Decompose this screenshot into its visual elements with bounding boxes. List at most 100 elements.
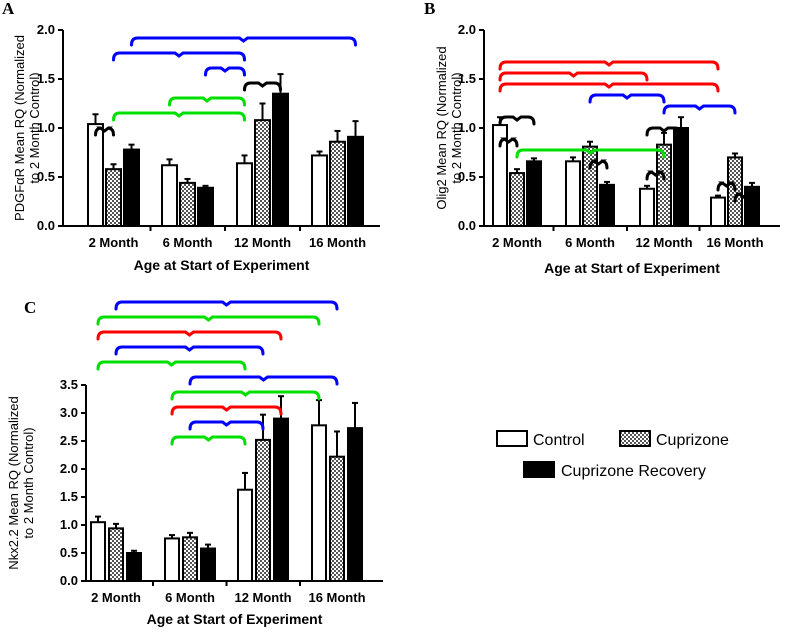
bar bbox=[90, 521, 106, 583]
y-tick-label: 1.5 bbox=[60, 489, 78, 504]
x-tick-label: 6 Month bbox=[565, 235, 615, 250]
significance-bracket bbox=[188, 375, 339, 386]
bar bbox=[237, 488, 253, 582]
significance-bracket bbox=[96, 315, 321, 326]
x-tick-label: 12 Month bbox=[635, 235, 692, 250]
bar bbox=[255, 438, 271, 582]
significance-bracket bbox=[498, 82, 720, 93]
bar bbox=[105, 168, 122, 228]
y-axis-title-line: Nkx2.2 Mean RQ (Normalized bbox=[6, 396, 21, 569]
y-tick-label: 2.0 bbox=[458, 22, 476, 37]
y-axis-title-line: to 2 Month Control) bbox=[449, 72, 464, 183]
significance-bracket bbox=[645, 126, 683, 137]
x-tick-label: 6 Month bbox=[163, 235, 213, 250]
y-axis-title: Nkx2.2 Mean RQ (Normalizedto 2 Month Con… bbox=[6, 396, 36, 569]
y-tick-label: 1.5 bbox=[37, 71, 55, 86]
bar bbox=[272, 92, 289, 227]
significance-bracket bbox=[498, 60, 720, 71]
significance-bracket bbox=[588, 93, 666, 104]
bar bbox=[582, 145, 598, 227]
bar bbox=[565, 160, 581, 228]
x-tick-label: 2 Month bbox=[91, 590, 141, 605]
legend-swatch-cuprizone bbox=[619, 430, 651, 447]
panel-letter: A bbox=[2, 0, 15, 18]
significance-bracket bbox=[96, 330, 283, 341]
chart-panel-a: A 0.0 0.5 1.0 1.5 2.0 2 Month 6 Month 12 Month 16… bbox=[2, 0, 380, 273]
significance-bracket bbox=[204, 66, 246, 77]
x-tick-label: 2 Month bbox=[89, 235, 139, 250]
x-tick-label: 12 Month bbox=[234, 590, 291, 605]
x-tick-label: 16 Month bbox=[706, 235, 763, 250]
significance-bracket bbox=[170, 435, 247, 446]
significance-bracket bbox=[662, 104, 737, 115]
significance-bracket bbox=[733, 192, 754, 203]
chart-panel-b: B 0.0 0.5 1.0 1.5 2.0 2 Month 6 Month 12 Month 16… bbox=[424, 0, 780, 276]
panel-letter: C bbox=[24, 298, 36, 317]
bar bbox=[727, 156, 743, 227]
bar bbox=[329, 140, 346, 227]
y-axis-title-line: to 2 Month Control) bbox=[21, 427, 36, 538]
y-tick-label: 0.0 bbox=[60, 573, 78, 588]
significance-bracket bbox=[716, 181, 737, 192]
bar bbox=[182, 536, 198, 583]
legend: Control Cuprizone Cuprizone Recovery bbox=[496, 430, 729, 480]
bar bbox=[87, 123, 104, 227]
x-axis-title: Age at Start of Experiment bbox=[544, 260, 720, 276]
chart-panel-c: C 0.0 0.5 1.0 1.5 2.0 2.5 3.0 3.5 2 Month 6 Month 1… bbox=[6, 298, 383, 627]
bar bbox=[164, 537, 180, 583]
bar bbox=[273, 417, 289, 582]
significance-bracket bbox=[112, 51, 246, 62]
x-axis-title: Age at Start of Experiment bbox=[134, 257, 310, 273]
x-tick-label: 6 Month bbox=[165, 590, 215, 605]
significance-bracket bbox=[243, 81, 282, 92]
bar bbox=[161, 164, 178, 228]
y-axis-title-line: PDGFαR Mean RQ (Normalized bbox=[12, 35, 27, 221]
bar bbox=[311, 424, 327, 582]
bar bbox=[639, 187, 655, 227]
panel-letter: B bbox=[424, 0, 435, 18]
bar bbox=[509, 172, 525, 227]
significance-bracket bbox=[498, 71, 649, 82]
y-axis-title-line: to 2 Month Control) bbox=[27, 72, 42, 183]
significance-bracket bbox=[645, 170, 666, 181]
bar bbox=[123, 148, 140, 227]
y-tick-label: 3.0 bbox=[60, 405, 78, 420]
y-tick-label: 1.5 bbox=[458, 71, 476, 86]
legend-label-control: Control bbox=[533, 432, 585, 449]
y-tick-label: 0.5 bbox=[458, 169, 476, 184]
x-axis-title: Age at Start of Experiment bbox=[147, 611, 323, 627]
significance-bracket bbox=[114, 300, 339, 311]
x-tick-label: 16 Month bbox=[309, 235, 366, 250]
bar bbox=[599, 183, 615, 227]
y-tick-label: 1.0 bbox=[60, 517, 78, 532]
bar bbox=[347, 135, 364, 228]
x-tick-label: 2 Month bbox=[492, 235, 542, 250]
y-tick-label: 0.0 bbox=[37, 218, 55, 233]
y-tick-label: 1.0 bbox=[37, 120, 55, 135]
significance-bracket bbox=[498, 115, 536, 126]
y-tick-label: 2.0 bbox=[60, 461, 78, 476]
y-tick-label: 3.5 bbox=[60, 377, 78, 392]
bar bbox=[197, 186, 214, 227]
bar bbox=[526, 160, 542, 228]
significance-bracket bbox=[170, 390, 321, 401]
legend-label-cuprizone: Cuprizone bbox=[656, 432, 729, 449]
bar bbox=[236, 162, 253, 227]
significance-bracket bbox=[168, 96, 246, 107]
bar bbox=[710, 196, 726, 228]
bar bbox=[126, 552, 142, 582]
x-tick-label: 16 Month bbox=[308, 590, 365, 605]
y-tick-label: 0.0 bbox=[458, 218, 476, 233]
bar bbox=[254, 119, 271, 227]
significance-bracket bbox=[498, 137, 519, 148]
bar bbox=[108, 527, 124, 582]
x-tick-label: 12 Month bbox=[234, 235, 291, 250]
bar bbox=[311, 154, 328, 227]
significance-bracket bbox=[94, 126, 115, 137]
significance-bracket bbox=[188, 420, 265, 431]
y-axis-title-line: Olig2 Mean RQ (Normalized bbox=[434, 46, 449, 209]
significance-bracket bbox=[170, 405, 283, 416]
significance-bracket bbox=[114, 345, 265, 356]
significance-bracket bbox=[130, 36, 357, 47]
bar bbox=[200, 547, 216, 583]
